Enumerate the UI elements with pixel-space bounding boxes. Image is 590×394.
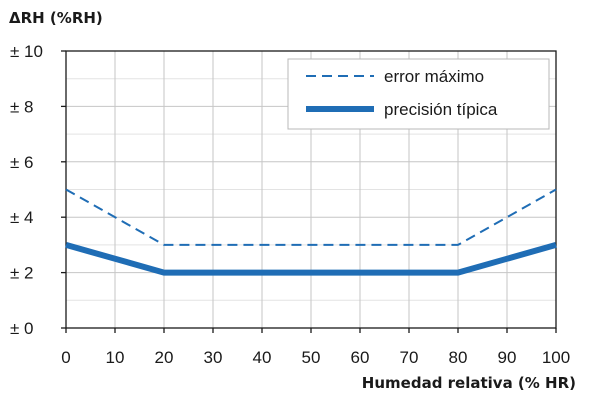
y-tick-label: ± 0	[10, 319, 34, 338]
legend: error máximo precisión típica	[287, 58, 550, 130]
x-tick-label: 80	[449, 348, 468, 367]
x-tick-label: 20	[155, 348, 174, 367]
legend-box	[287, 58, 550, 130]
x-tick-label: 10	[106, 348, 125, 367]
legend-label-error-maximo: error máximo	[384, 67, 484, 86]
y-axis-ticks: ± 0 ± 2 ± 4 ± 6 ± 8 ± 10	[10, 42, 66, 338]
y-tick-label: ± 6	[10, 153, 34, 172]
y-tick-label: ± 8	[10, 97, 34, 116]
series-layer	[65, 188, 557, 276]
x-tick-label: 0	[61, 348, 70, 367]
x-tick-label: 100	[542, 348, 570, 367]
series-line-precision-tipica	[65, 242, 557, 276]
x-tick-label: 30	[204, 348, 223, 367]
series-line-error-maximo	[65, 188, 557, 246]
x-tick-label: 50	[302, 348, 321, 367]
x-tick-label: 60	[351, 348, 370, 367]
x-tick-label: 70	[400, 348, 419, 367]
x-tick-label: 40	[253, 348, 272, 367]
legend-label-precision-tipica: precisión típica	[384, 100, 498, 119]
x-axis-title: Humedad relativa (% HR)	[362, 374, 576, 392]
y-axis-title: ΔRH (%RH)	[9, 9, 103, 27]
x-axis-ticks: 0 10 20 30 40 50 60 70 80 90 100	[61, 328, 570, 367]
y-tick-label: ± 2	[10, 264, 34, 283]
x-tick-label: 90	[498, 348, 517, 367]
y-tick-label: ± 4	[10, 208, 34, 227]
y-tick-label: ± 10	[10, 42, 43, 61]
